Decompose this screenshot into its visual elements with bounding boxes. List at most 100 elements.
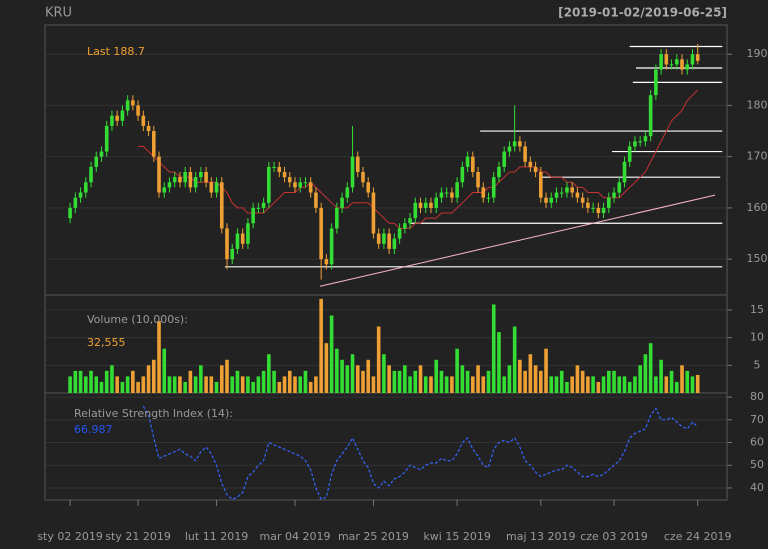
volume-bar: [324, 343, 329, 393]
volume-bar: [596, 381, 601, 393]
y-tick-label: 15: [750, 303, 764, 316]
volume-bar: [282, 376, 287, 393]
candle-body: [172, 177, 177, 183]
candle-body: [225, 228, 229, 260]
volume-bar: [654, 376, 658, 393]
candle-body: [355, 156, 360, 173]
candle-body: [491, 177, 496, 198]
candle-body: [230, 248, 235, 260]
volume-bar: [73, 370, 78, 393]
date-range: [2019-01-02/2019-06-25]: [558, 6, 727, 20]
candle-body: [188, 172, 193, 188]
volume-bar: [607, 370, 611, 393]
candle-body: [387, 233, 391, 249]
volume-bar: [450, 376, 454, 393]
volume-bar: [110, 365, 114, 393]
candle-body: [643, 136, 648, 142]
candle-body: [528, 161, 533, 167]
volume-bar: [413, 370, 418, 393]
volume-bar: [120, 381, 125, 393]
chart-title: KRU: [45, 6, 72, 21]
candle-body: [502, 151, 506, 167]
volume-bar: [240, 376, 245, 393]
y-tick-label: 5: [754, 358, 761, 371]
volume-bar: [586, 376, 590, 393]
y-tick-label: 70: [750, 413, 764, 426]
panel-border: [44, 392, 728, 501]
volume-bar: [104, 370, 109, 393]
candle-body: [512, 141, 517, 147]
candle-body: [486, 197, 491, 199]
x-tick-label: mar 25 2019: [338, 530, 409, 543]
volume-bar: [83, 376, 88, 393]
candle-body: [209, 182, 214, 193]
candle-body: [627, 146, 632, 162]
candle-body: [345, 187, 350, 198]
candle-body: [246, 223, 250, 244]
candle-body: [685, 64, 690, 70]
volume-bar: [565, 381, 569, 393]
volume-bar: [376, 326, 381, 393]
volume-bar: [403, 365, 407, 393]
volume-bar: [685, 370, 690, 393]
candle-body: [664, 54, 669, 65]
volume-bar: [277, 381, 282, 393]
volume-bar: [141, 376, 146, 393]
volume-bar: [183, 381, 187, 393]
x-tick-label: cze 03 2019: [580, 530, 648, 543]
candle-body: [340, 197, 344, 208]
candle-body: [612, 192, 616, 198]
volume-bar: [497, 332, 501, 393]
trend-line: [319, 194, 716, 287]
volume-bar: [481, 376, 486, 393]
volume-bar: [408, 376, 412, 393]
volume-bar: [486, 370, 491, 393]
candle-body: [293, 182, 297, 188]
volume-bar: [99, 381, 104, 393]
candle-body: [690, 54, 695, 65]
volume-bar: [146, 365, 151, 393]
candle-body: [638, 141, 642, 143]
candle-body: [104, 125, 109, 152]
volume-bar: [695, 374, 700, 393]
volume-bar: [539, 370, 543, 393]
volume-bar: [382, 354, 386, 393]
x-tick-label: maj 13 2019: [506, 530, 576, 543]
volume-bar: [465, 370, 470, 393]
candle-body: [219, 182, 224, 229]
volume-bar: [444, 376, 449, 393]
volume-bar: [591, 376, 595, 393]
y-tick-label: 190: [747, 47, 768, 60]
candle-body: [465, 156, 470, 167]
candle-body: [303, 182, 308, 184]
volume-bar: [533, 365, 538, 393]
candle-body: [214, 182, 219, 193]
candle-body: [633, 141, 637, 147]
candle-body: [329, 228, 334, 265]
volume-bar: [460, 365, 465, 393]
candle-body: [125, 100, 130, 111]
volume-bar: [617, 376, 622, 393]
volume-bar: [131, 370, 135, 393]
volume-bar: [439, 370, 444, 393]
x-tick-label: lut 11 2019: [185, 530, 248, 543]
volume-bar: [397, 370, 402, 393]
candle-body: [308, 182, 313, 193]
candle-body: [83, 182, 88, 193]
candle-body: [267, 166, 271, 203]
y-tick-label: 80: [750, 390, 764, 403]
candle-body: [376, 233, 381, 244]
volume-bar: [434, 359, 439, 393]
candle-body: [695, 54, 700, 61]
candle-body: [397, 228, 402, 239]
candle-body: [429, 202, 433, 208]
volume-bar: [601, 376, 606, 393]
volume-bar: [355, 365, 360, 393]
candle-body: [350, 156, 355, 188]
volume-bar: [235, 370, 240, 393]
volume-bar: [329, 315, 334, 393]
candle-body: [622, 161, 627, 183]
candle-body: [183, 172, 187, 183]
